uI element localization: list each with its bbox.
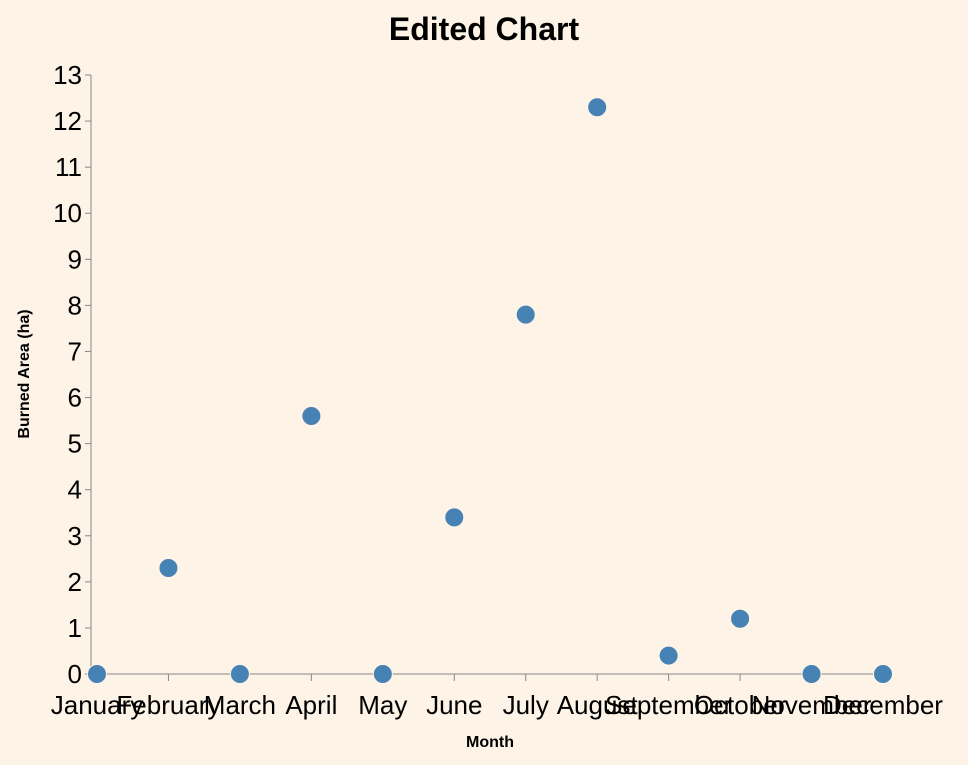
y-tick-label: 7 bbox=[68, 336, 82, 366]
data-point[interactable] bbox=[515, 304, 536, 325]
y-tick-label: 2 bbox=[68, 567, 82, 597]
y-tick-label: 10 bbox=[53, 198, 82, 228]
y-tick-label: 3 bbox=[68, 521, 82, 551]
y-tick-label: 9 bbox=[68, 244, 82, 274]
x-tick-label: January bbox=[51, 690, 144, 720]
data-point[interactable] bbox=[229, 664, 250, 684]
x-tick-label: February bbox=[116, 690, 220, 720]
data-point[interactable] bbox=[801, 664, 822, 684]
data-point[interactable] bbox=[658, 645, 679, 666]
data-point[interactable] bbox=[87, 664, 107, 684]
y-tick-label: 8 bbox=[68, 290, 82, 320]
x-tick-label: December bbox=[823, 690, 943, 720]
x-axis-label: Month bbox=[466, 734, 514, 751]
y-tick-label: 12 bbox=[53, 106, 82, 136]
data-point[interactable] bbox=[372, 664, 393, 684]
y-tick-label: 6 bbox=[68, 383, 82, 413]
x-tick-label: June bbox=[426, 690, 482, 720]
y-tick-label: 0 bbox=[68, 659, 82, 689]
y-axis-label: Burned Area (ha) bbox=[16, 309, 33, 438]
x-tick-label: May bbox=[358, 690, 407, 720]
x-tick-label: September bbox=[605, 690, 733, 720]
y-tick-label: 1 bbox=[68, 613, 82, 643]
data-points bbox=[87, 97, 893, 684]
x-tick-label: October bbox=[694, 690, 787, 720]
y-tick-label: 4 bbox=[68, 475, 82, 505]
x-tick-label: July bbox=[503, 690, 549, 720]
data-point[interactable] bbox=[301, 405, 322, 426]
y-tick-label: 11 bbox=[55, 152, 82, 182]
data-point[interactable] bbox=[587, 97, 608, 118]
chart-title: Edited Chart bbox=[389, 11, 580, 47]
x-tick-label: November bbox=[752, 690, 872, 720]
x-tick-label: August bbox=[557, 690, 639, 720]
x-tick-label: March bbox=[204, 690, 276, 720]
data-point[interactable] bbox=[444, 507, 465, 528]
data-point[interactable] bbox=[158, 558, 179, 579]
y-tick-label: 5 bbox=[68, 429, 82, 459]
data-point[interactable] bbox=[873, 664, 893, 684]
data-point[interactable] bbox=[730, 608, 751, 629]
x-tick-label: April bbox=[285, 690, 337, 720]
y-tick-label: 13 bbox=[53, 60, 82, 90]
